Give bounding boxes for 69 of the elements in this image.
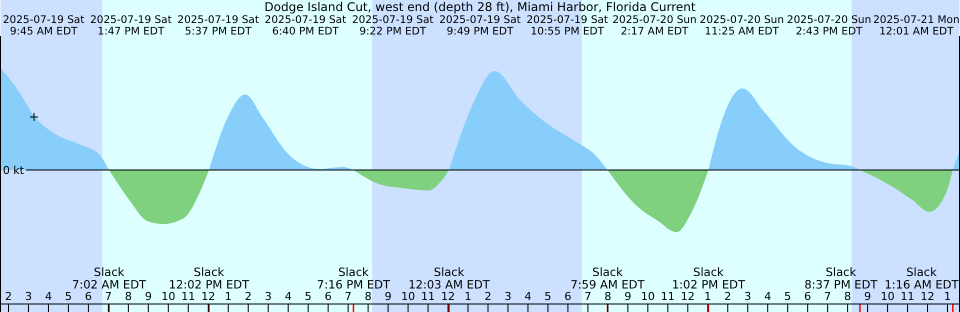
ref-line-label: Slack 1:16 AM EDT bbox=[884, 265, 960, 292]
text: 2025-07-19 Sat 6:40 PM EDT bbox=[264, 14, 346, 38]
ref-line-label: Slack 7:59 AM EDT bbox=[570, 265, 646, 292]
x-tick-label: 6 bbox=[564, 290, 572, 303]
x-tick-label: 1 bbox=[224, 290, 232, 303]
x-tick-label: 2 bbox=[244, 290, 252, 303]
x-tick-label: 9 bbox=[624, 290, 632, 303]
x-tick-label: 7 bbox=[104, 290, 112, 303]
x-tick-label: 4 bbox=[764, 290, 772, 303]
text: 2025-07-19 Sat 10:55 PM EDT bbox=[526, 14, 608, 38]
x-tick-label: 10 bbox=[880, 290, 895, 303]
x-tick-label: 7 bbox=[584, 290, 592, 303]
x-tick-label: 2 bbox=[724, 290, 732, 303]
x-tick-label: 11 bbox=[900, 290, 915, 303]
text: 2025-07-19 Sat 9:45 AM EDT bbox=[2, 14, 84, 38]
x-tick-label: 9 bbox=[384, 290, 392, 303]
x-tick-label: 2 bbox=[484, 290, 492, 303]
x-tick-label: 11 bbox=[181, 290, 196, 303]
x-tick-label: 1 bbox=[464, 290, 472, 303]
chart-title: Dodge Island Cut, west end (depth 28 ft), Miami Harbor, Florida Current bbox=[264, 0, 696, 14]
x-tick-label: 12 bbox=[201, 290, 216, 303]
x-tick-label: 7 bbox=[344, 290, 352, 303]
text: 2025-07-19 Sat 9:22 PM EDT bbox=[352, 14, 434, 38]
x-tick-label: 2 bbox=[4, 290, 12, 303]
ref-line-label: Slack 8:37 PM EDT bbox=[804, 265, 878, 292]
x-tick-label: 11 bbox=[660, 290, 675, 303]
ref-line-label: Slack 1:02 PM EDT bbox=[672, 265, 746, 292]
x-tick-label: 8 bbox=[364, 290, 372, 303]
x-tick-label: 4 bbox=[524, 290, 532, 303]
x-tick-label: 1 bbox=[944, 290, 952, 303]
text: 2025-07-20 Sun 11:25 AM EDT bbox=[700, 14, 784, 38]
x-tick-label: 8 bbox=[604, 290, 612, 303]
x-tick-label: 8 bbox=[124, 290, 132, 303]
x-tick-label: 4 bbox=[44, 290, 52, 303]
x-tick-label: 5 bbox=[304, 290, 312, 303]
text: 2025-07-19 Sat 9:49 PM EDT bbox=[439, 14, 521, 38]
x-tick-label: 6 bbox=[324, 290, 332, 303]
ref-line-label: Slack 7:02 AM EDT bbox=[72, 265, 148, 292]
text: 2025-07-19 Sat 5:37 PM EDT bbox=[177, 14, 259, 38]
x-tick-label: 9 bbox=[144, 290, 152, 303]
x-tick-label: 5 bbox=[784, 290, 792, 303]
x-tick-label: 9 bbox=[864, 290, 872, 303]
x-tick-label: 3 bbox=[744, 290, 752, 303]
ref-line-label: Slack 7:16 PM EDT bbox=[316, 265, 392, 292]
text: 2025-07-20 Sun 2:17 AM EDT bbox=[612, 14, 697, 38]
text: 2025-07-20 Sun 2:43 PM EDT bbox=[786, 14, 872, 38]
x-tick-label: 3 bbox=[264, 290, 272, 303]
x-tick-label: 3 bbox=[24, 290, 32, 303]
x-tick-label: 3 bbox=[504, 290, 512, 303]
x-tick-label: 12 bbox=[441, 290, 456, 303]
ref-line-label: 0 kt bbox=[2, 164, 25, 177]
x-tick-label: 4 bbox=[284, 290, 292, 303]
ref-line-label: Slack 12:02 PM EDT bbox=[168, 265, 250, 292]
x-tick-label: 11 bbox=[421, 290, 436, 303]
x-tick-label: 10 bbox=[401, 290, 416, 303]
ref-line-label: Slack 12:03 AM EDT bbox=[408, 265, 491, 292]
text: 2025-07-19 Sat 1:47 PM EDT bbox=[90, 14, 172, 38]
x-tick-label: 12 bbox=[920, 290, 935, 303]
x-tick-label: 5 bbox=[544, 290, 552, 303]
text: 2025-07-21 Mon 12:01 AM EDT bbox=[873, 14, 960, 38]
x-tick-label: 5 bbox=[64, 290, 72, 303]
x-tick-label: 7 bbox=[824, 290, 832, 303]
x-tick-label: 1 bbox=[704, 290, 712, 303]
x-tick-label: 6 bbox=[84, 290, 92, 303]
x-tick-label: 6 bbox=[804, 290, 812, 303]
x-tick-label: 12 bbox=[680, 290, 695, 303]
x-tick-label: 10 bbox=[640, 290, 655, 303]
x-tick-label: 8 bbox=[844, 290, 852, 303]
x-tick-label: 10 bbox=[161, 290, 176, 303]
